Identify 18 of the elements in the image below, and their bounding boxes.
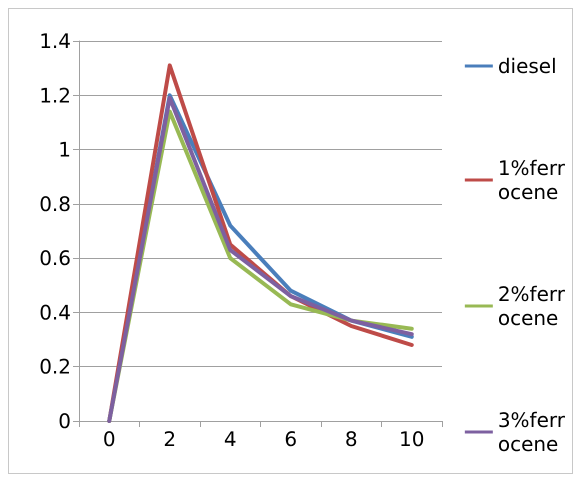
legend-label: 1%ferrocene: [498, 156, 566, 204]
y-tick-label: 0.2: [39, 354, 71, 379]
y-tick-label: 1: [58, 138, 71, 162]
y-tick-label: 0.6: [39, 246, 71, 270]
legend-label: diesel: [498, 54, 557, 78]
y-tick-label: 0.8: [39, 192, 71, 216]
x-tick-label: 2: [163, 427, 176, 451]
y-tick-label: 1.2: [39, 83, 71, 108]
x-tick-label: 4: [224, 427, 237, 451]
y-tick-label: 1.4: [39, 29, 71, 53]
y-tick-label: 0: [58, 409, 71, 433]
legend-label: 3%ferrocene: [498, 408, 566, 456]
x-tick-label: 8: [344, 427, 358, 451]
x-tick-label: 10: [399, 427, 424, 451]
legend-label: 2%ferrocene: [498, 282, 566, 330]
x-tick-label: 6: [284, 427, 298, 451]
x-tick-label: 0: [102, 427, 116, 451]
y-tick-label: 0.4: [39, 300, 71, 324]
